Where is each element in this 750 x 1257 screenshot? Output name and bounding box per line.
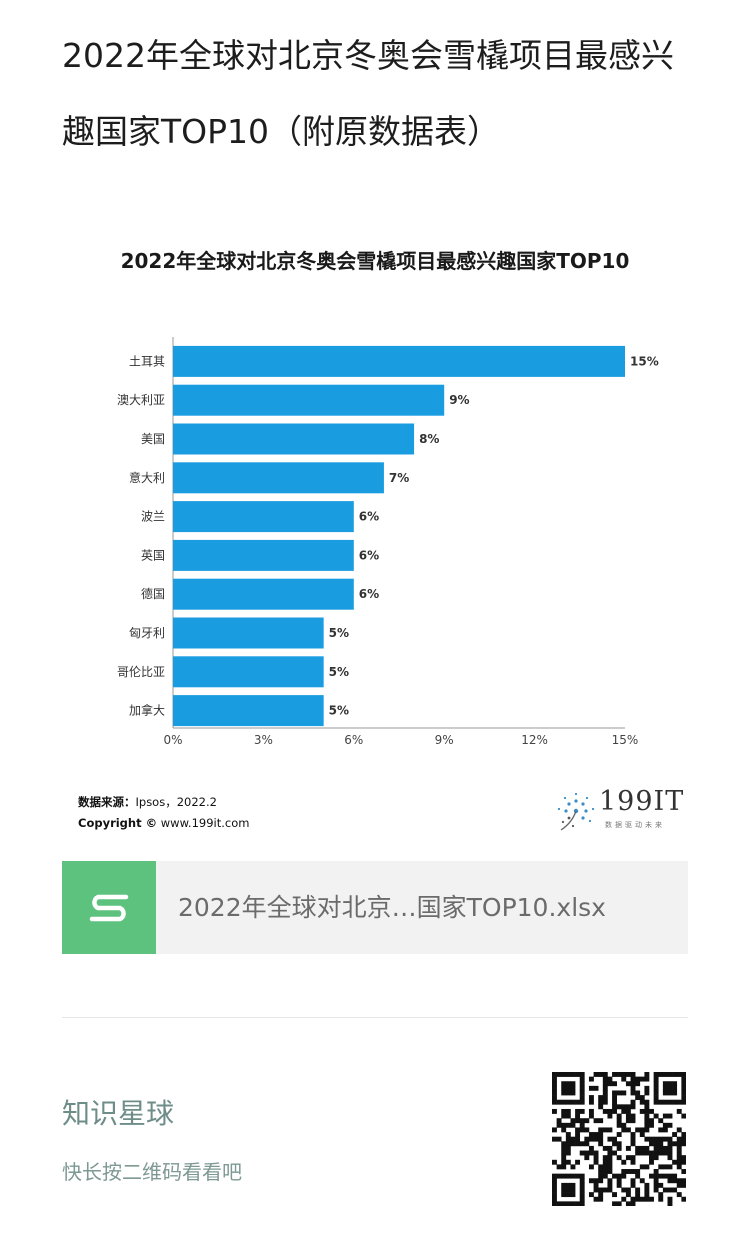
value-label: 15% bbox=[630, 354, 659, 368]
community-hint: 快长按二维码看看吧 bbox=[62, 1160, 242, 1184]
bar bbox=[173, 501, 354, 533]
dandelion-icon bbox=[557, 792, 595, 831]
copyright-label: Copyright © bbox=[78, 816, 158, 830]
category-label: 土耳其 bbox=[129, 354, 165, 368]
bar bbox=[173, 423, 415, 455]
article-title: 2022年全球对北京冬奥会雪橇项目最感兴趣国家TOP10（附原数据表） bbox=[62, 36, 674, 151]
value-label: 6% bbox=[359, 587, 379, 601]
value-label: 5% bbox=[329, 665, 349, 679]
bar bbox=[173, 462, 384, 494]
bar bbox=[173, 345, 625, 377]
copyright-site: www.199it.com bbox=[160, 816, 250, 830]
divider bbox=[62, 1017, 688, 1018]
community-name: 知识星球 bbox=[62, 1097, 175, 1130]
category-label: 意大利 bbox=[129, 470, 165, 485]
value-label: 6% bbox=[359, 548, 379, 562]
brand-name: 199IT bbox=[599, 786, 685, 817]
bar bbox=[173, 539, 354, 571]
source-text: Ipsos，2022.2 bbox=[135, 795, 217, 809]
value-label: 5% bbox=[329, 704, 349, 718]
x-tick-label: 12% bbox=[521, 733, 548, 747]
x-tick-label: 0% bbox=[163, 733, 182, 747]
x-tick-label: 9% bbox=[435, 733, 454, 747]
value-label: 6% bbox=[359, 510, 379, 524]
bar bbox=[173, 384, 445, 416]
brand-logo: 199IT 数据驱动未来 bbox=[553, 786, 683, 834]
x-tick-label: 3% bbox=[254, 733, 273, 747]
attachment-card[interactable]: 2022年全球对北京…国家TOP10.xlsx bbox=[62, 861, 688, 954]
spreadsheet-s-icon bbox=[62, 861, 156, 954]
bar bbox=[173, 578, 354, 610]
source-block: 数据来源：Ipsos，2022.2 Copyright © www.199it.… bbox=[78, 792, 249, 834]
value-label: 9% bbox=[449, 393, 469, 407]
bar-chart: 2022年全球对北京冬奥会雪橇项目最感兴趣国家TOP10 土耳其 15% 澳大利亚 9… bbox=[117, 249, 659, 747]
value-label: 5% bbox=[329, 626, 349, 640]
bar bbox=[173, 695, 324, 727]
source-label: 数据来源： bbox=[78, 795, 136, 809]
attachment-file-name: 2022年全球对北京…国家TOP10.xlsx bbox=[178, 893, 606, 922]
brand-slogan: 数据驱动未来 bbox=[605, 821, 665, 829]
bar bbox=[173, 656, 324, 688]
bar bbox=[173, 617, 324, 649]
category-label: 英国 bbox=[141, 548, 165, 562]
category-label: 波兰 bbox=[141, 510, 165, 524]
value-label: 7% bbox=[389, 471, 409, 485]
category-label: 澳大利亚 bbox=[117, 393, 165, 407]
category-label: 美国 bbox=[141, 432, 165, 446]
chart-title: 2022年全球对北京冬奥会雪橇项目最感兴趣国家TOP10 bbox=[121, 249, 630, 273]
value-label: 8% bbox=[419, 432, 439, 446]
x-tick-label: 15% bbox=[612, 733, 639, 747]
category-label: 德国 bbox=[141, 586, 165, 601]
category-label: 匈牙利 bbox=[129, 626, 165, 640]
category-label: 哥伦比亚 bbox=[117, 664, 165, 679]
x-tick-label: 6% bbox=[344, 733, 363, 747]
category-label: 加拿大 bbox=[129, 703, 165, 718]
qr-code-icon[interactable] bbox=[552, 1072, 686, 1206]
